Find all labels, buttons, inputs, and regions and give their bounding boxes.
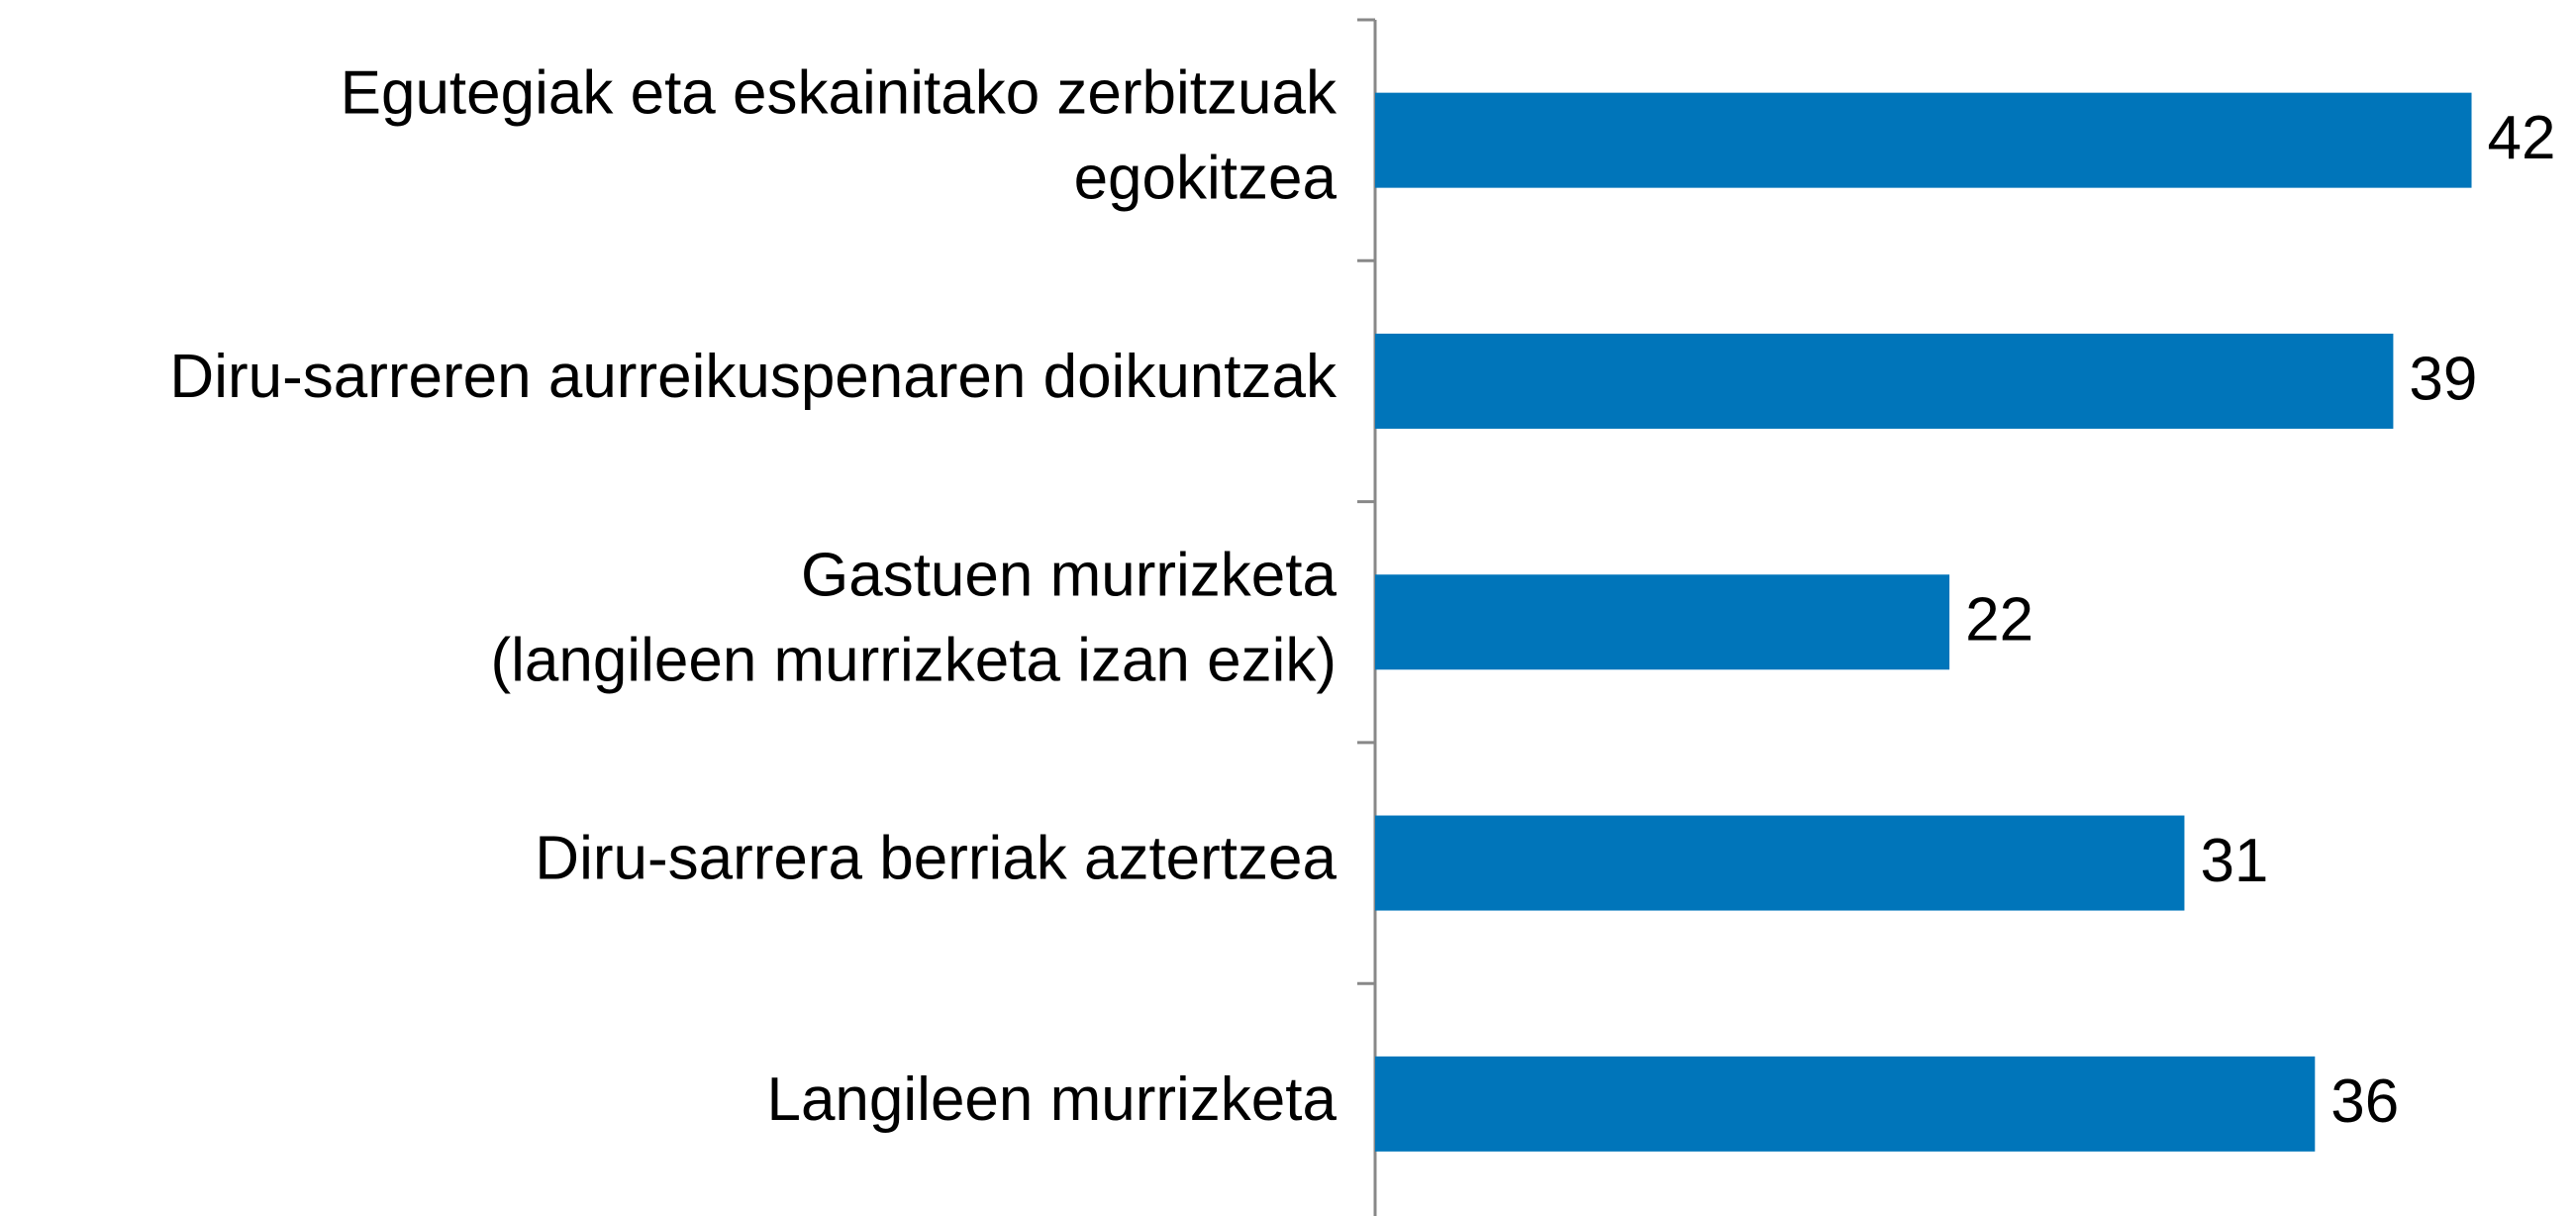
- category-label: Gastuen murrizketa (langileen murrizketa …: [490, 542, 1337, 695]
- category-label: Egutegiak eta eskainitako zerbitzuak egok…: [341, 59, 1338, 213]
- category-label: Langileen murrizketa: [766, 1065, 1337, 1134]
- bar: [1375, 92, 2472, 188]
- value-label: 39: [2409, 345, 2477, 413]
- value-label: 22: [1965, 586, 2033, 655]
- category-label: Diru-sarrera berriak aztertzea: [535, 825, 1337, 893]
- bar: [1375, 574, 1950, 670]
- category-label: Diru-sarreren aurreikuspenaren doikuntza…: [169, 343, 1338, 411]
- bar: [1375, 1056, 2316, 1152]
- bar: [1375, 815, 2185, 911]
- bar: [1375, 333, 2394, 429]
- value-label: 36: [2330, 1067, 2399, 1136]
- value-label: 42: [2488, 104, 2556, 172]
- value-label: 31: [2200, 827, 2268, 895]
